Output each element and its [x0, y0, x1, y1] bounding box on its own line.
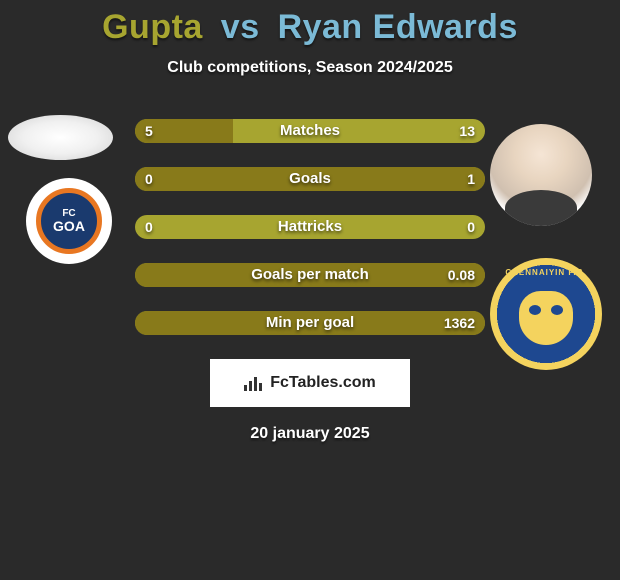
stat-label: Min per goal — [135, 311, 485, 335]
player2-name: Ryan Edwards — [278, 8, 518, 46]
watermark-text: FcTables.com — [270, 374, 376, 392]
stat-label: Hattricks — [135, 215, 485, 239]
stat-row: 513Matches — [135, 119, 485, 143]
stat-row: 1362Min per goal — [135, 311, 485, 335]
stats-container: 513Matches 01Goals 00Hattricks 0.08Goals pe… — [0, 119, 620, 335]
player1-name: Gupta — [102, 8, 203, 46]
comparison-title: Gupta vs Ryan Edwards — [0, 0, 620, 47]
stat-row: 0.08Goals per match — [135, 263, 485, 287]
vs-text: vs — [221, 8, 260, 46]
watermark: FcTables.com — [210, 359, 410, 407]
date-label: 20 january 2025 — [0, 425, 620, 443]
stat-label: Goals per match — [135, 263, 485, 287]
stat-row: 00Hattricks — [135, 215, 485, 239]
stat-label: Goals — [135, 167, 485, 191]
stat-label: Matches — [135, 119, 485, 143]
subtitle: Club competitions, Season 2024/2025 — [0, 59, 620, 77]
chart-icon — [244, 375, 264, 391]
stat-row: 01Goals — [135, 167, 485, 191]
